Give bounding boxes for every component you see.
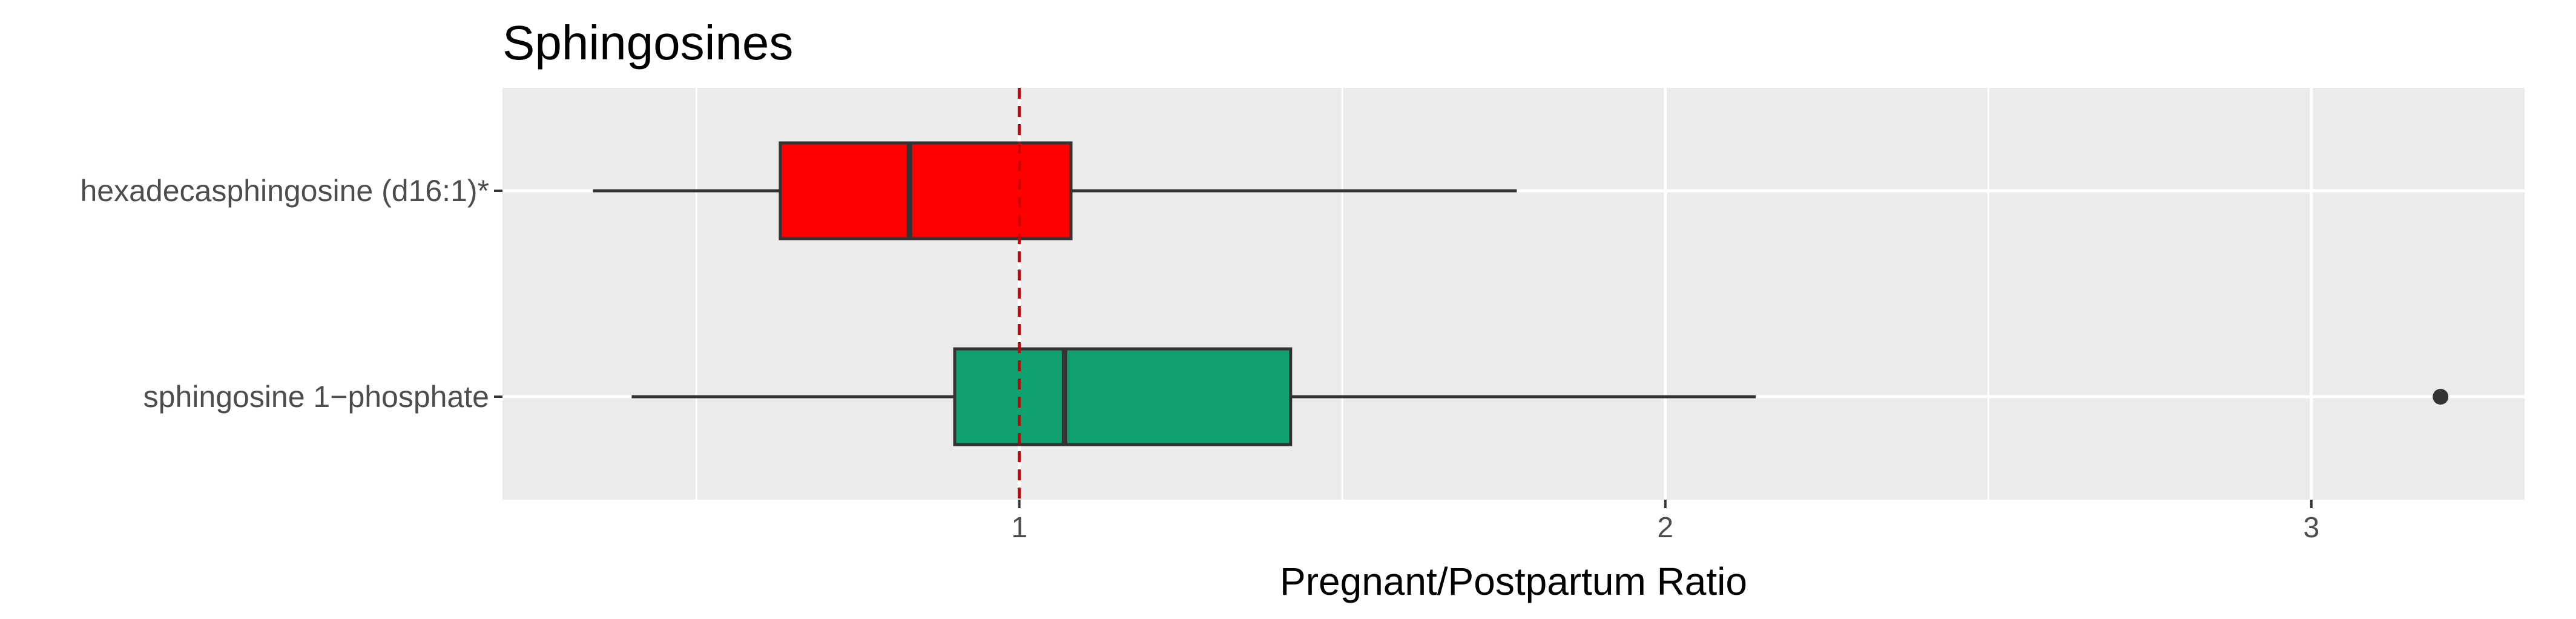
box-0 — [593, 141, 1517, 240]
box-body — [779, 141, 1073, 240]
x-tick-label: 2 — [1657, 512, 1673, 544]
x-tick-label: 1 — [1011, 512, 1027, 544]
y-category-labels: hexadecasphingosine (d16:1)* sphingosine … — [81, 174, 502, 414]
box-group — [593, 141, 2449, 446]
box-body — [953, 347, 1293, 446]
x-axis-title: Pregnant/Postpartum Ratio — [1280, 560, 1747, 603]
y-category-label: sphingosine 1−phosphate — [143, 380, 489, 414]
y-category-label: hexadecasphingosine (d16:1)* — [81, 174, 490, 208]
x-tick-label: 3 — [2304, 512, 2320, 544]
chart-title: Sphingosines — [502, 16, 793, 70]
x-tick-labels: 1 2 3 — [1011, 500, 2319, 544]
outlier-point — [2433, 389, 2449, 405]
box-1 — [631, 347, 2449, 446]
